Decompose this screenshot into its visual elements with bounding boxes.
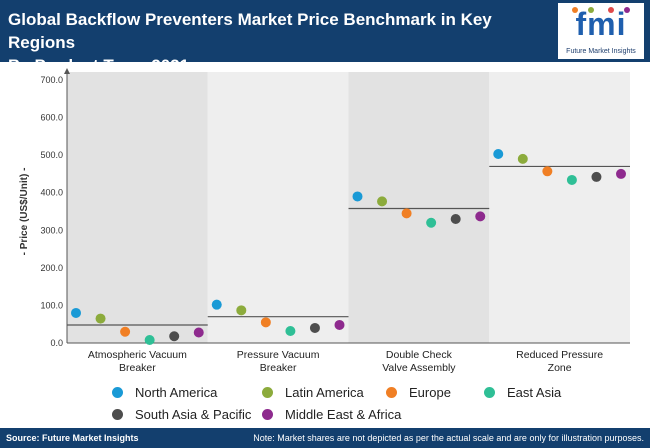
- data-point: [236, 305, 247, 316]
- y-tick-label: 500.0: [40, 150, 63, 160]
- data-point: [475, 211, 486, 222]
- legend-dot-icon: [484, 387, 495, 398]
- y-tick-label: 400.0: [40, 188, 63, 198]
- legend-item: North America: [112, 384, 217, 402]
- data-point: [352, 191, 363, 202]
- category-label: Valve Assembly: [382, 362, 456, 374]
- legend-item: South Asia & Pacific: [112, 406, 251, 424]
- legend-label: South Asia & Pacific: [135, 407, 252, 422]
- legend-dot-icon: [112, 387, 123, 398]
- legend-dot-icon: [262, 409, 273, 420]
- data-point: [566, 174, 577, 185]
- data-point: [285, 325, 296, 336]
- data-point: [169, 331, 180, 342]
- note-text: Note: Market shares are not depicted as …: [253, 433, 644, 443]
- data-point: [309, 322, 320, 333]
- data-point: [517, 153, 528, 164]
- data-point: [144, 334, 155, 345]
- legend-dot-icon: [386, 387, 397, 398]
- category-label: Atmospheric Vacuum: [88, 349, 187, 361]
- y-tick-label: 0.0: [50, 338, 63, 348]
- y-tick-label: 200.0: [40, 263, 63, 273]
- logo-dot-icon: [588, 7, 594, 13]
- y-tick-label: 300.0: [40, 225, 63, 235]
- legend-label: East Asia: [507, 385, 562, 400]
- data-point: [377, 196, 388, 207]
- logo-dot-icon: [572, 7, 578, 13]
- category-band: [67, 72, 208, 343]
- data-point: [95, 313, 106, 324]
- y-axis-arrow-icon: [64, 68, 70, 74]
- y-tick-label: 600.0: [40, 113, 63, 123]
- y-tick-label: 100.0: [40, 300, 63, 310]
- header-bar: Global Backflow Preventers Market Price …: [0, 0, 650, 75]
- legend-item: Latin America: [262, 384, 364, 402]
- data-point: [450, 214, 461, 225]
- logo-text: fmi: [575, 6, 627, 42]
- data-point: [616, 168, 626, 179]
- y-axis-label: - Price (US$/Unit) -: [19, 168, 30, 256]
- data-point: [71, 307, 81, 318]
- legend-dot-icon: [262, 387, 273, 398]
- category-label: Double Check: [386, 349, 453, 361]
- category-label: Pressure Vacuum: [237, 349, 320, 361]
- footer-bar: Source: Future Market Insights Note: Mar…: [0, 428, 650, 448]
- y-tick-label: 700.0: [40, 75, 63, 85]
- category-label: Breaker: [260, 362, 297, 374]
- category-band: [348, 72, 490, 343]
- data-point: [120, 326, 131, 337]
- legend-label: Latin America: [285, 385, 364, 400]
- data-point: [334, 319, 345, 330]
- logo-dot-icon: [608, 7, 614, 13]
- data-point: [260, 317, 271, 328]
- legend-item: Europe: [386, 384, 451, 402]
- data-point: [493, 149, 504, 160]
- legend-label: Middle East & Africa: [285, 407, 402, 422]
- data-point: [426, 217, 437, 228]
- legend-dot-icon: [112, 409, 123, 420]
- legend-item: East Asia: [484, 384, 561, 402]
- category-band: [489, 72, 630, 343]
- source-text: Source: Future Market Insights: [6, 433, 139, 443]
- legend-item: Middle East & Africa: [262, 406, 401, 424]
- data-point: [193, 327, 204, 338]
- benchmark-chart: 0.0 100.0 200.0 300.0 400.0 500.0 600.0 700.0 - …: [19, 68, 630, 374]
- category-label: Zone: [548, 362, 572, 374]
- category-label: Breaker: [119, 362, 156, 374]
- data-point: [542, 166, 553, 177]
- logo-dot-icon: [624, 7, 630, 13]
- legend-label: North America: [135, 385, 218, 400]
- logo-tagline: Future Market Insights: [566, 48, 636, 55]
- fmi-logo: fmi Future Market Insights: [558, 3, 644, 59]
- category-label: Reduced Pressure: [516, 349, 603, 361]
- data-point: [401, 208, 412, 219]
- data-point: [591, 171, 602, 182]
- category-band: [207, 72, 349, 343]
- legend-label: Europe: [409, 385, 451, 400]
- data-point: [211, 299, 222, 310]
- chart-title: Global Backflow Preventers Market Price …: [8, 10, 492, 75]
